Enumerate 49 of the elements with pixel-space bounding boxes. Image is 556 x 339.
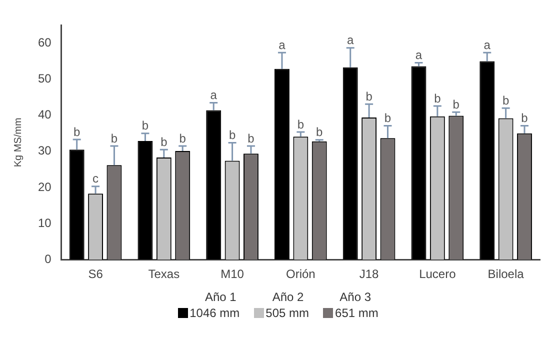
annotation: b [110,131,118,146]
annotation: a [484,38,491,52]
annotation: b [248,131,255,146]
bar [411,66,426,260]
x-tick-label: J18 [359,267,380,282]
annotation: b [521,111,528,126]
bar [69,150,84,260]
annotation: b [384,111,392,126]
annotation: a [210,88,218,102]
annotation: b [74,124,81,139]
bar [138,140,153,260]
legend-label: 651 mm [334,306,378,320]
bar [206,110,222,260]
x-tick-label: Lucero [419,267,456,282]
annotation: b [502,93,510,108]
x-tick-label: Texas [148,267,180,282]
annotation: b [142,118,149,133]
x-tick-label: Orión [286,267,316,282]
y-tick-label: 10 [38,216,52,230]
bar [342,67,358,260]
y-tick-label: 40 [38,108,52,122]
annotation: b [297,117,304,132]
annotation: b [316,125,324,140]
bar [274,68,290,260]
annotation: b [160,134,168,149]
y-tick-label: 30 [38,144,52,158]
x-tick-label: S6 [88,267,104,282]
annotation: a [415,48,422,62]
y-tick-label: 0 [44,252,52,266]
annotation: b [228,128,236,142]
legend-label: 1046 mm [188,306,240,320]
annotation: b [179,131,186,146]
annotation: b [452,97,460,112]
text: Año 2 [272,290,304,304]
x-tick-label: M10 [220,267,244,282]
annotation: b [434,91,442,106]
text: Año 3 [340,290,372,304]
y-tick-label: 20 [38,180,52,194]
annotation: c [92,172,99,186]
legend-label: 505 mm [264,306,310,320]
bar [480,61,495,260]
text: Año 1 [204,290,236,304]
annotation: a [278,38,286,52]
annotation: b [366,89,373,104]
y-axis-title: Kg MS/mm [12,118,24,168]
y-tick-label: 60 [38,36,52,50]
x-tick-label: Biloela [488,267,524,282]
y-tick-label: 50 [38,72,52,86]
annotation: a [347,33,354,48]
